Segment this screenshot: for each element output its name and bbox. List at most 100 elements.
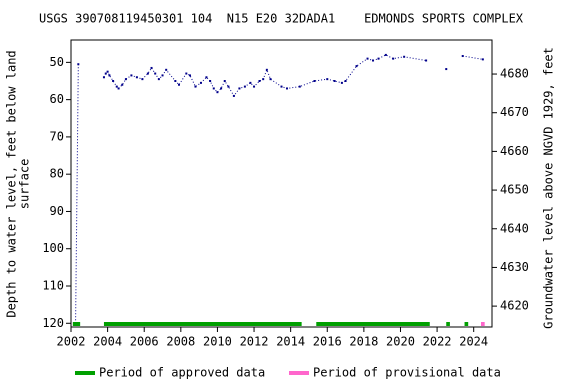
data-point <box>253 85 256 88</box>
y2-tick-label: 4650 <box>500 183 529 197</box>
data-point <box>135 76 138 79</box>
plot-frame <box>70 39 493 328</box>
data-point <box>141 78 144 81</box>
data-point <box>212 87 215 90</box>
data-point <box>366 57 369 60</box>
data-point <box>326 78 329 81</box>
data-point <box>112 80 115 82</box>
x-tick-label: 2018 <box>349 335 378 349</box>
data-point <box>340 81 343 84</box>
data-point <box>146 72 149 75</box>
data-point <box>445 68 448 71</box>
data-point <box>102 76 105 79</box>
data-point <box>205 76 208 79</box>
data-point <box>130 74 133 77</box>
data-point <box>199 81 202 84</box>
data-point <box>157 78 160 81</box>
data-point <box>249 81 252 84</box>
x-tick-label: 2014 <box>276 335 305 349</box>
chart-title: USGS 390708119450301 104 N15 E20 32DADA1… <box>39 12 524 26</box>
data-point <box>333 80 336 82</box>
data-point <box>425 59 428 62</box>
data-point <box>117 87 120 90</box>
data-point <box>227 85 230 88</box>
x-tick-label: 2016 <box>313 335 342 349</box>
data-point <box>165 68 168 71</box>
data-point <box>355 65 358 68</box>
y-tick-label: 120 <box>42 316 64 330</box>
period-bar <box>481 322 485 326</box>
x-tick-label: 2022 <box>423 335 452 349</box>
x-tick-label: 2012 <box>240 335 269 349</box>
data-point <box>298 85 301 88</box>
data-point <box>269 78 272 81</box>
period-bar <box>446 322 450 326</box>
x-tick-label: 2004 <box>93 335 122 349</box>
data-point <box>177 83 180 86</box>
data-point <box>150 66 153 69</box>
y-axis-label: surface <box>18 159 32 210</box>
y-tick-label: 60 <box>50 92 64 106</box>
data-point <box>106 70 109 73</box>
data-point <box>223 80 226 82</box>
data-point <box>216 91 219 94</box>
data-point <box>185 72 188 75</box>
y-tick-label: 50 <box>50 55 64 69</box>
y-tick-label: 110 <box>42 279 64 293</box>
data-point <box>392 57 395 60</box>
y-tick-label: 80 <box>50 167 64 181</box>
data-point <box>121 83 124 86</box>
y-tick-label: 90 <box>50 204 64 218</box>
data-point <box>280 85 283 88</box>
data-point <box>174 80 177 82</box>
data-point <box>209 80 212 82</box>
legend-label: Period of provisional data <box>313 366 501 380</box>
x-tick-label: 2002 <box>57 335 86 349</box>
data-point <box>188 74 191 77</box>
y-tick-label: 70 <box>50 129 64 143</box>
x-tick-label: 2008 <box>166 335 195 349</box>
data-point <box>384 53 387 56</box>
data-point <box>262 78 265 81</box>
data-point <box>220 87 223 90</box>
period-bar <box>72 322 81 326</box>
y-tick-label: 100 <box>42 241 64 255</box>
data-point <box>115 85 118 88</box>
data-point <box>313 80 316 82</box>
x-tick-label: 2024 <box>459 335 488 349</box>
data-point <box>258 80 261 82</box>
data-point <box>461 55 464 58</box>
data-point <box>104 72 107 75</box>
data-point <box>232 94 235 97</box>
data-point <box>377 57 380 60</box>
y-axis-label: Depth to water level, feet below land <box>5 50 19 317</box>
data-point <box>481 58 484 61</box>
data-point <box>194 85 197 88</box>
y2-tick-label: 4670 <box>500 105 529 119</box>
y2-axis-label: Groundwater level above NGVD 1929, feet <box>542 47 556 329</box>
period-bar <box>103 322 302 326</box>
data-point <box>108 74 111 77</box>
period-bar <box>316 322 430 326</box>
data-line <box>75 54 483 324</box>
data-point <box>344 80 347 82</box>
data-point <box>403 55 406 58</box>
y2-tick-label: 4640 <box>500 221 529 235</box>
period-bar <box>464 322 469 326</box>
y2-tick-label: 4680 <box>500 67 529 81</box>
y2-tick-label: 4660 <box>500 144 529 158</box>
data-point <box>285 87 288 90</box>
data-point <box>372 59 375 62</box>
data-point <box>161 74 164 77</box>
data-point <box>154 72 157 75</box>
x-tick-label: 2010 <box>203 335 232 349</box>
x-tick-label: 2006 <box>130 335 159 349</box>
data-point <box>124 78 127 81</box>
y2-tick-label: 4630 <box>500 260 529 274</box>
y2-tick-label: 4620 <box>500 299 529 313</box>
data-point <box>243 85 246 88</box>
data-point <box>265 68 268 71</box>
data-point <box>77 63 80 66</box>
